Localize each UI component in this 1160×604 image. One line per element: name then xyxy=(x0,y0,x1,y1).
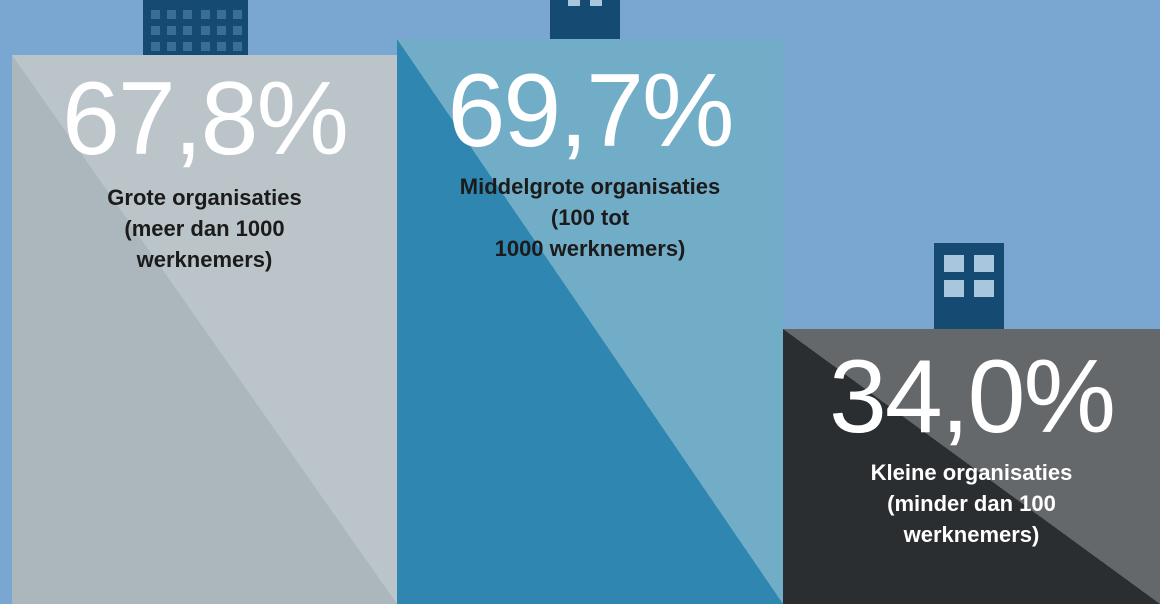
category-label-line: Grote organisaties xyxy=(107,185,302,210)
window-icon xyxy=(151,42,160,51)
window-icon xyxy=(167,42,176,51)
window-icon xyxy=(590,0,602,6)
category-label-line: 1000 werknemers) xyxy=(494,236,686,261)
window-icon xyxy=(217,26,226,35)
category-label-line: werknemers) xyxy=(136,247,273,272)
window-icon xyxy=(183,26,192,35)
window-icon xyxy=(151,26,160,35)
window-icon xyxy=(201,26,210,35)
category-label: Grote organisaties (meer dan 1000 werkne… xyxy=(12,182,397,275)
value-label: 69,7% xyxy=(447,53,735,169)
window-icon xyxy=(183,42,192,51)
bar-large-organisations: 67,8% Grote organisaties (meer dan 1000 … xyxy=(12,55,397,604)
window-icon xyxy=(974,280,994,297)
category-label-line: (meer dan 1000 xyxy=(124,216,285,241)
window-icon xyxy=(201,42,210,51)
bar-medium-organisations: 69,7% Middelgrote organisaties (100 tot … xyxy=(397,39,783,604)
bar-shading xyxy=(12,55,397,604)
window-icon xyxy=(233,10,242,19)
category-label: Kleine organisaties (minder dan 100 werk… xyxy=(783,457,1160,550)
window-icon xyxy=(568,0,580,6)
window-icon xyxy=(217,10,226,19)
small-building-icon xyxy=(934,243,1004,329)
window-icon xyxy=(183,10,192,19)
skyscraper-icon xyxy=(143,0,248,55)
category-label-line: (minder dan 100 xyxy=(887,491,1056,516)
window-icon xyxy=(201,10,210,19)
office-building-icon xyxy=(550,0,620,39)
category-label-line: Kleine organisaties xyxy=(870,460,1073,485)
category-label: Middelgrote organisaties (100 tot 1000 w… xyxy=(397,171,783,264)
window-icon xyxy=(233,42,242,51)
window-icon xyxy=(151,10,160,19)
window-icon xyxy=(233,26,242,35)
bar-shading xyxy=(783,329,1160,604)
window-icon xyxy=(167,10,176,19)
bar-shading xyxy=(397,39,783,604)
window-icon xyxy=(167,26,176,35)
category-label-line: (100 tot xyxy=(550,205,630,230)
window-icon xyxy=(974,255,994,272)
window-icon xyxy=(217,42,226,51)
bar-small-organisations: 34,0% Kleine organisaties (minder dan 10… xyxy=(783,329,1160,604)
window-icon xyxy=(944,280,964,297)
category-label-line: Middelgrote organisaties xyxy=(459,174,721,199)
value-label: 67,8% xyxy=(62,61,349,177)
category-label-line: werknemers) xyxy=(903,522,1040,547)
window-icon xyxy=(944,255,964,272)
value-label: 34,0% xyxy=(829,339,1116,455)
